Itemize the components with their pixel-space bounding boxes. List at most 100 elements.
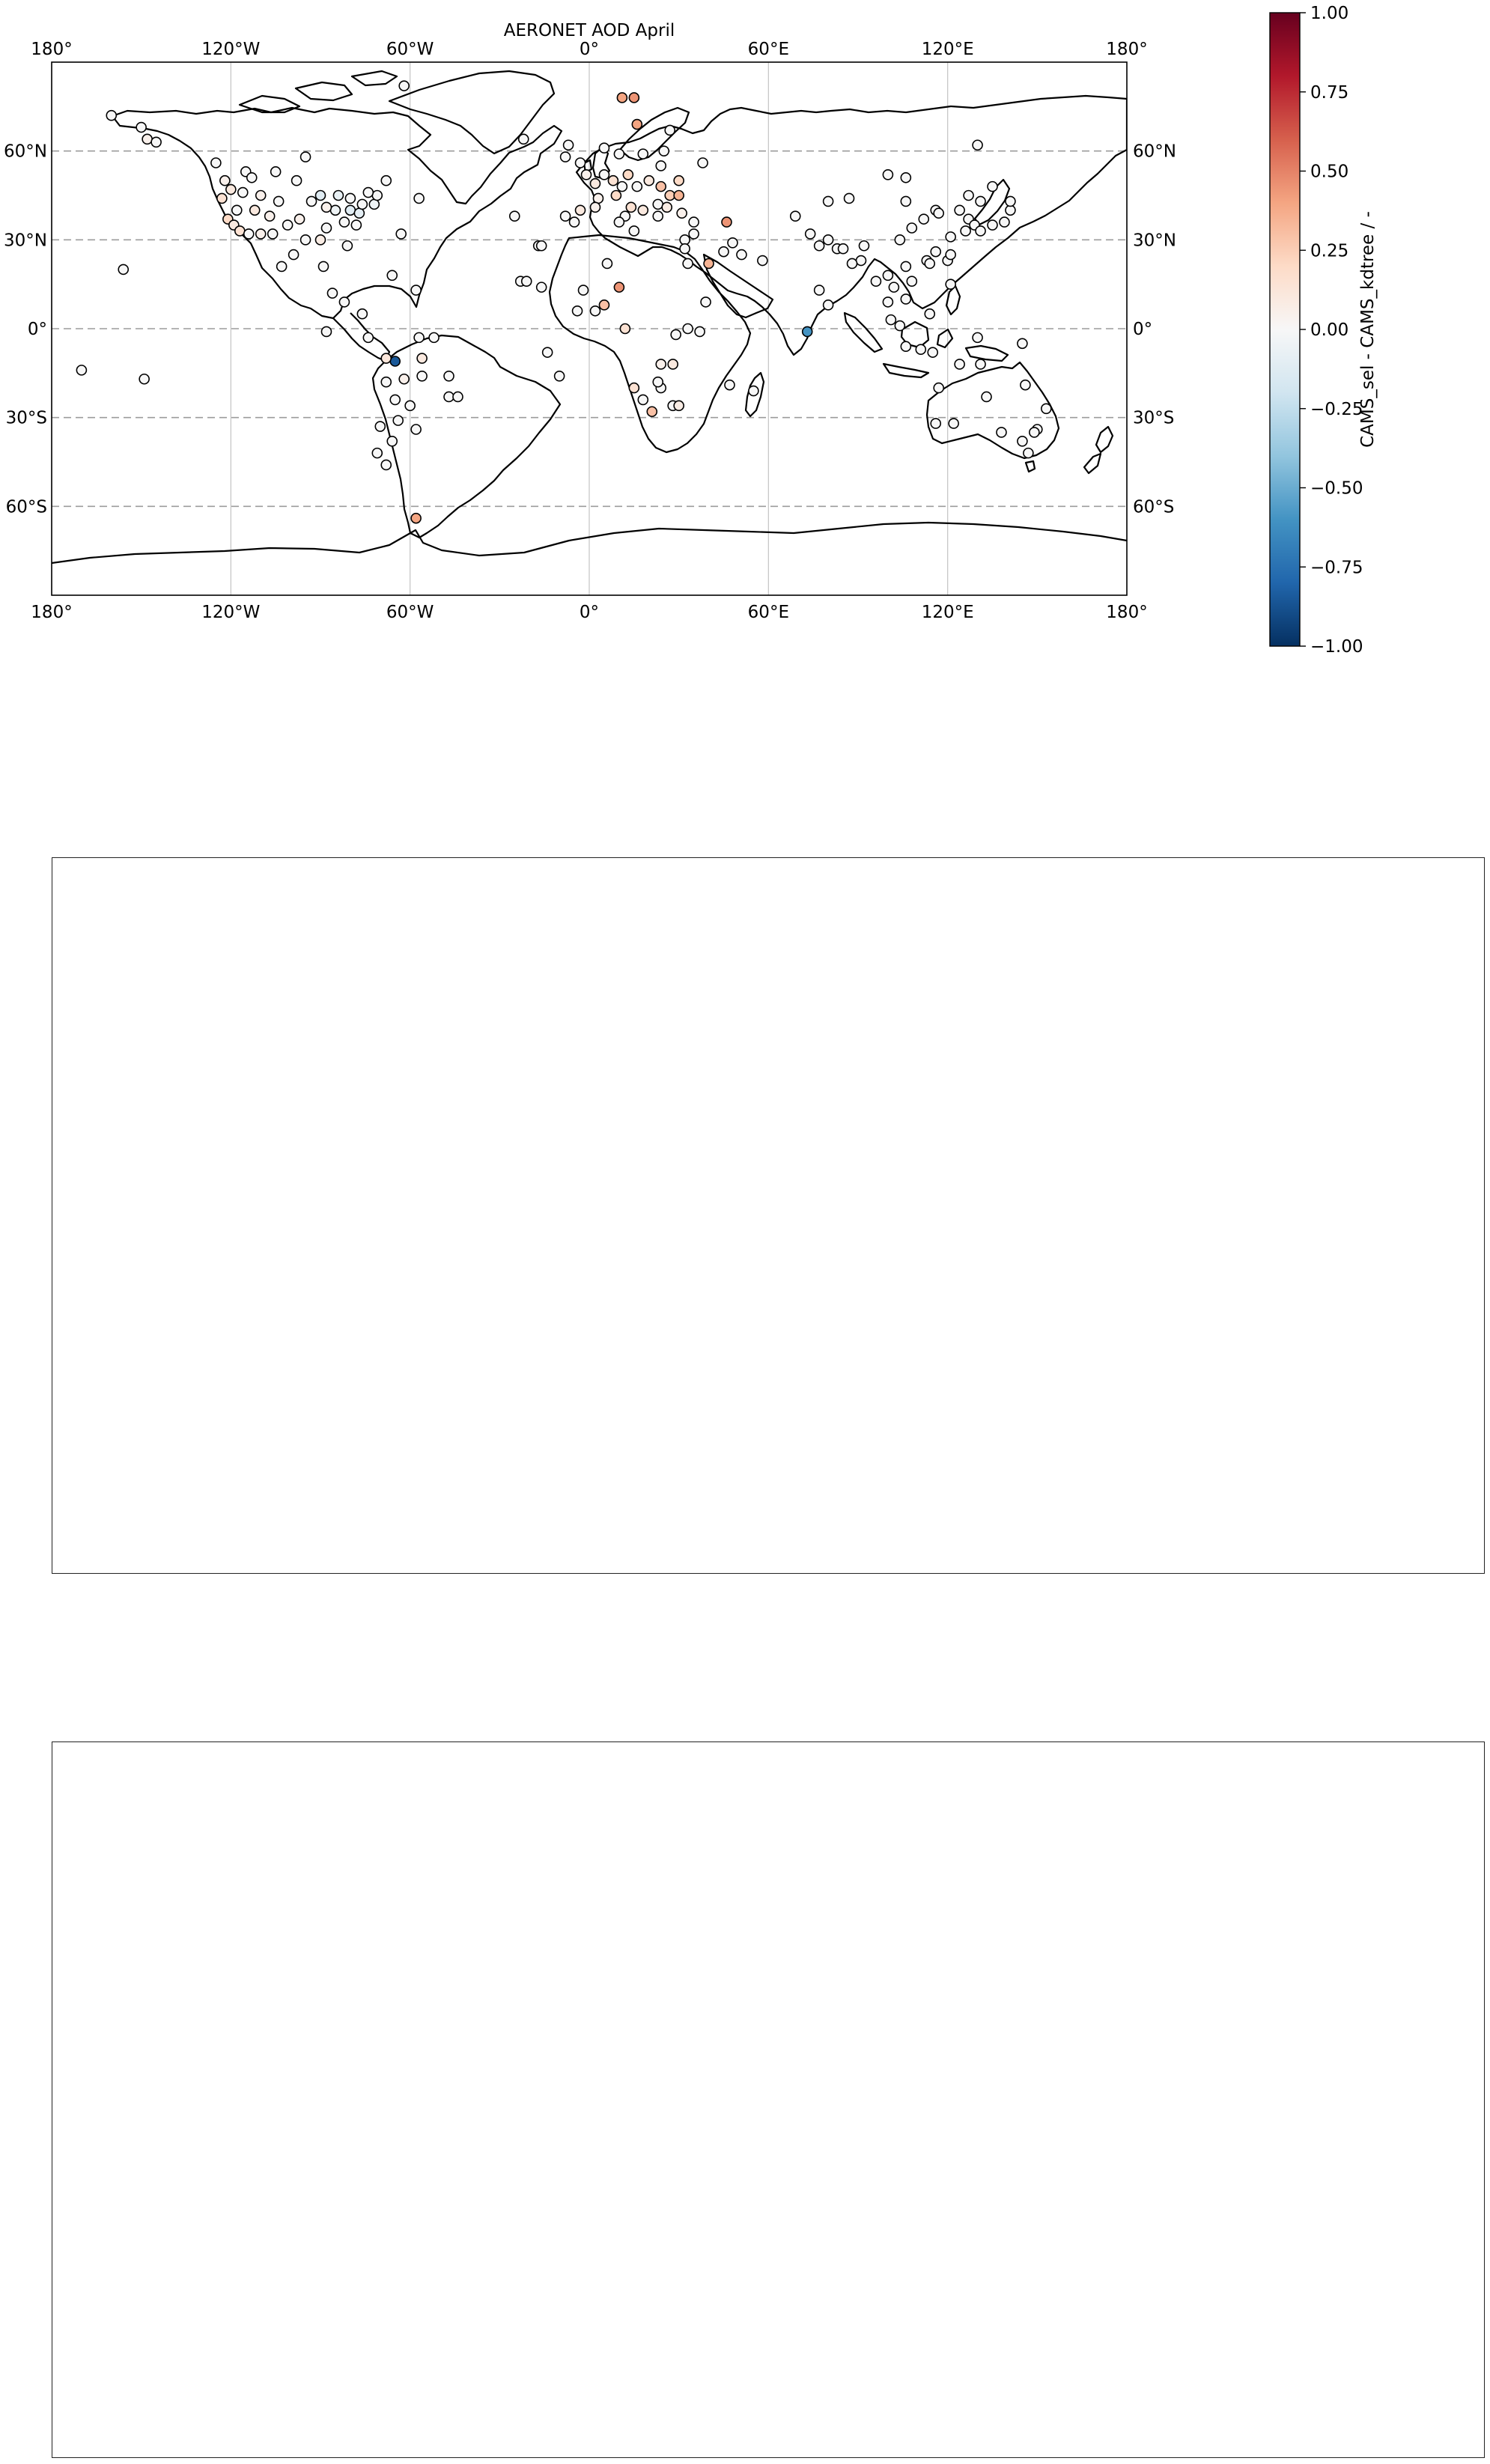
station-marker: [288, 249, 299, 261]
lat-label-right: 0°: [1133, 320, 1152, 339]
coastline-south-america: [371, 334, 562, 539]
colorbar-tick-label: −0.50: [1310, 479, 1363, 499]
colorbar-tick-label: 1.00: [1310, 4, 1348, 23]
coastline-greenland: [388, 70, 556, 155]
station-marker: [631, 118, 643, 130]
station-marker: [625, 201, 637, 213]
station-marker: [338, 216, 350, 228]
lon-label-top: 0°: [580, 40, 599, 59]
lon-label-bottom: 180°: [1106, 603, 1147, 622]
station-marker: [652, 198, 664, 210]
lat-label-left: 30°N: [4, 231, 47, 250]
colorbar-tick-label: −0.75: [1310, 558, 1363, 577]
lon-label-bottom: 120°W: [201, 603, 260, 622]
station-marker: [637, 148, 649, 159]
station-marker: [631, 180, 643, 192]
station-marker: [210, 157, 222, 168]
station-marker: [613, 282, 625, 293]
station-marker: [658, 145, 670, 156]
station-marker: [398, 373, 410, 385]
station-marker: [954, 359, 965, 370]
station-marker: [613, 148, 625, 159]
station-marker: [673, 189, 684, 201]
station-marker: [589, 177, 601, 189]
station-marker: [619, 323, 631, 335]
station-marker: [535, 240, 547, 252]
station-marker: [413, 332, 425, 344]
station-marker: [291, 174, 302, 186]
station-marker: [655, 180, 667, 192]
station-marker: [673, 400, 684, 412]
station-marker: [643, 174, 655, 186]
coastline-antarctica: [52, 521, 1127, 565]
station-marker: [607, 174, 619, 186]
station-marker: [1005, 195, 1016, 207]
station-marker: [655, 160, 667, 171]
map-area: [52, 62, 1127, 595]
station-marker: [553, 370, 565, 382]
station-marker: [801, 326, 813, 338]
station-marker: [410, 424, 422, 435]
coastline-africa: [548, 234, 752, 454]
station-marker: [906, 276, 918, 288]
gridlines: [52, 62, 1127, 595]
station-marker: [386, 270, 398, 282]
station-marker: [894, 234, 906, 246]
station-marker: [219, 174, 231, 186]
station-marker: [900, 341, 912, 353]
station-marker: [598, 169, 610, 180]
station-marker: [592, 192, 604, 204]
station-marker: [843, 192, 855, 204]
station-marker: [930, 418, 942, 429]
station-marker: [371, 189, 383, 201]
station-marker: [789, 210, 801, 222]
station-marker: [748, 385, 759, 397]
station-marker: [948, 418, 959, 429]
station-marker: [721, 216, 732, 228]
station-marker: [520, 276, 532, 288]
station-marker: [972, 139, 983, 151]
station-marker: [216, 192, 228, 204]
station-marker: [664, 124, 676, 136]
station-marker: [452, 391, 463, 403]
aeronet-stations: [76, 80, 1052, 524]
station-marker: [234, 225, 246, 237]
station-marker: [927, 347, 939, 358]
station-marker: [267, 228, 279, 240]
station-marker: [416, 370, 428, 382]
station-marker: [622, 169, 634, 180]
station-marker: [264, 210, 276, 222]
station-marker: [362, 332, 374, 344]
colorbar-tick-label: 0.00: [1310, 320, 1348, 340]
station-marker: [428, 332, 440, 344]
station-marker: [1017, 338, 1028, 350]
station-marker: [535, 282, 547, 293]
station-marker: [559, 151, 571, 162]
station-marker: [237, 186, 249, 198]
station-marker: [813, 285, 825, 296]
station-marker: [574, 204, 586, 216]
station-marker: [562, 139, 574, 151]
station-marker: [954, 204, 965, 216]
lat-label-left: 60°N: [4, 142, 47, 162]
station-marker: [443, 391, 454, 403]
station-marker: [930, 246, 942, 258]
station-marker: [106, 109, 118, 121]
station-marker: [673, 174, 684, 186]
station-marker: [332, 189, 344, 201]
lon-labels-bottom: 180° 120°W 60°W 0° 60°E 120°E 180°: [31, 603, 1147, 622]
station-marker: [410, 512, 422, 524]
station-marker: [667, 359, 678, 370]
lat-labels-left: 60°N 30°N 0° 30°S 60°S: [4, 142, 47, 517]
lat-label-left: 0°: [28, 320, 47, 339]
station-marker: [855, 255, 867, 267]
station-marker: [894, 320, 906, 332]
colorbar-tick-label: 0.75: [1310, 83, 1348, 103]
station-marker: [395, 228, 407, 240]
station-marker: [679, 243, 690, 255]
station-marker: [326, 288, 338, 299]
station-marker: [813, 240, 825, 252]
station-marker: [637, 204, 649, 216]
station-marker: [392, 415, 404, 426]
coastline-sea-islands: [843, 285, 1009, 379]
